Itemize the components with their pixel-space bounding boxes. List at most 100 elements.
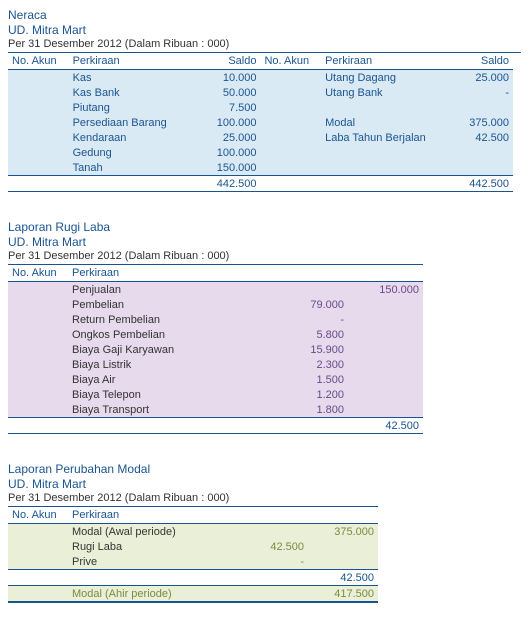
cell-saldo: 100.000 (185, 145, 261, 160)
cell-saldo (437, 100, 513, 115)
header-perkiraan: Perkiraan (68, 265, 273, 282)
cell-saldo: 42.500 (437, 130, 513, 145)
modal-body: Modal (Awal periode)375.000Rugi Laba42.5… (8, 524, 378, 570)
cell-perkiraan: Tanah (69, 160, 185, 176)
cell-perkiraan: Ongkos Pembelian (68, 327, 273, 342)
cell-perkiraan: Biaya Gaji Karyawan (68, 342, 273, 357)
cell-perkiraan: Utang Bank (321, 85, 437, 100)
cell-col1: 1.500 (273, 372, 348, 387)
modal-report: Laporan Perubahan Modal UD. Mitra Mart P… (8, 462, 521, 603)
cell-saldo: 10.000 (185, 70, 261, 86)
table-row: Kas10.000 Utang Dagang25.000 (8, 70, 513, 86)
header-perkiraan: Perkiraan (68, 507, 238, 524)
modal-final-row: Modal (Ahir periode) 417.500 (8, 586, 378, 602)
cell-perkiraan: Biaya Transport (68, 402, 273, 418)
cell-col1 (238, 524, 308, 540)
cell-perkiraan: Kas Bank (69, 85, 185, 100)
rugi-laba-total-row: 42.500 (8, 418, 423, 434)
table-row: Piutang7.500 (8, 100, 513, 115)
table-row: Ongkos Pembelian5.800 (8, 327, 423, 342)
cell-col2 (308, 539, 378, 554)
table-row: Tanah150.000 (8, 160, 513, 176)
modal-table: No. Akun Perkiraan Modal (Awal periode)3… (8, 507, 378, 603)
period-text: Per 31 Desember 2012 (Dalam Ribuan : 000… (8, 492, 378, 507)
cell-perkiraan: Persediaan Barang (69, 115, 185, 130)
cell-saldo: - (437, 85, 513, 100)
table-row: Biaya Telepon1.200 (8, 387, 423, 402)
cell-perkiraan: Rugi Laba (68, 539, 238, 554)
cell-perkiraan (321, 160, 437, 176)
cell-col1 (273, 282, 348, 298)
neraca-total-right: 442.500 (437, 176, 513, 192)
cell-col2: 375.000 (308, 524, 378, 540)
table-row: Penjualan 150.000 (8, 282, 423, 298)
cell-perkiraan: Return Pembelian (68, 312, 273, 327)
header-saldo: Saldo (185, 53, 261, 70)
cell-saldo: 150.000 (185, 160, 261, 176)
table-row: Biaya Air1.500 (8, 372, 423, 387)
cell-col1: 1.200 (273, 387, 348, 402)
period-text: Per 31 Desember 2012 (Dalam Ribuan : 000… (8, 38, 521, 53)
cell-col1: 15.900 (273, 342, 348, 357)
header-perkiraan-2: Perkiraan (321, 53, 437, 70)
cell-saldo: 25.000 (437, 70, 513, 86)
modal-title: Laporan Perubahan Modal (8, 462, 521, 476)
cell-col2: 150.000 (348, 282, 423, 298)
company-name: UD. Mitra Mart (8, 235, 521, 249)
rugi-laba-report: Laporan Rugi Laba UD. Mitra Mart Per 31 … (8, 220, 521, 434)
table-row: Prive- (8, 554, 378, 570)
table-row: Biaya Listrik2.300 (8, 357, 423, 372)
table-row: Biaya Gaji Karyawan15.900 (8, 342, 423, 357)
table-row: Return Pembelian- (8, 312, 423, 327)
period-text: Per 31 Desember 2012 (Dalam Ribuan : 000… (8, 250, 423, 265)
cell-perkiraan: Prive (68, 554, 238, 570)
cell-perkiraan: Modal (Awal periode) (68, 524, 238, 540)
table-row: Biaya Transport1.800 (8, 402, 423, 418)
cell-perkiraan: Utang Dagang (321, 70, 437, 86)
neraca-title: Neraca (8, 8, 521, 22)
modal-final: 417.500 (308, 586, 378, 602)
modal-subtotal: 42.500 (308, 570, 378, 586)
cell-perkiraan: Pembelian (68, 297, 273, 312)
cell-perkiraan (321, 100, 437, 115)
cell-col1: 1.800 (273, 402, 348, 418)
cell-col1: 42.500 (238, 539, 308, 554)
cell-col1: 5.800 (273, 327, 348, 342)
cell-perkiraan (321, 145, 437, 160)
table-row: Rugi Laba42.500 (8, 539, 378, 554)
cell-perkiraan: Kendaraan (69, 130, 185, 145)
table-row: Pembelian79.000 (8, 297, 423, 312)
cell-col2 (348, 297, 423, 312)
cell-perkiraan: Penjualan (68, 282, 273, 298)
cell-saldo: 50.000 (185, 85, 261, 100)
cell-perkiraan: Piutang (69, 100, 185, 115)
cell-saldo (437, 160, 513, 176)
cell-col1: - (238, 554, 308, 570)
cell-saldo (437, 145, 513, 160)
table-row: Persediaan Barang100.000 Modal375.000 (8, 115, 513, 130)
rugi-laba-title: Laporan Rugi Laba (8, 220, 521, 234)
table-row: Gedung100.000 (8, 145, 513, 160)
cell-col2 (308, 554, 378, 570)
cell-perkiraan: Gedung (69, 145, 185, 160)
cell-col2 (348, 402, 423, 418)
header-no-akun-2: No. Akun (260, 53, 321, 70)
neraca-total-row: 442.500 442.500 (8, 176, 513, 192)
cell-perkiraan: Modal (321, 115, 437, 130)
cell-col2 (348, 357, 423, 372)
cell-perkiraan: Biaya Listrik (68, 357, 273, 372)
header-no-akun: No. Akun (8, 265, 68, 282)
table-row: Kas Bank50.000 Utang Bank- (8, 85, 513, 100)
cell-col1: 79.000 (273, 297, 348, 312)
neraca-table: No. Akun Perkiraan Saldo No. Akun Perkir… (8, 53, 513, 192)
cell-saldo: 100.000 (185, 115, 261, 130)
neraca-total-left: 442.500 (185, 176, 261, 192)
cell-perkiraan: Kas (69, 70, 185, 86)
cell-perkiraan: Biaya Air (68, 372, 273, 387)
modal-subtotal-row: 42.500 (8, 570, 378, 586)
cell-col2 (348, 312, 423, 327)
cell-saldo: 375.000 (437, 115, 513, 130)
cell-saldo: 25.000 (185, 130, 261, 145)
neraca-body: Kas10.000Utang Dagang25.000Kas Bank50.00… (8, 70, 513, 176)
cell-col2 (348, 372, 423, 387)
